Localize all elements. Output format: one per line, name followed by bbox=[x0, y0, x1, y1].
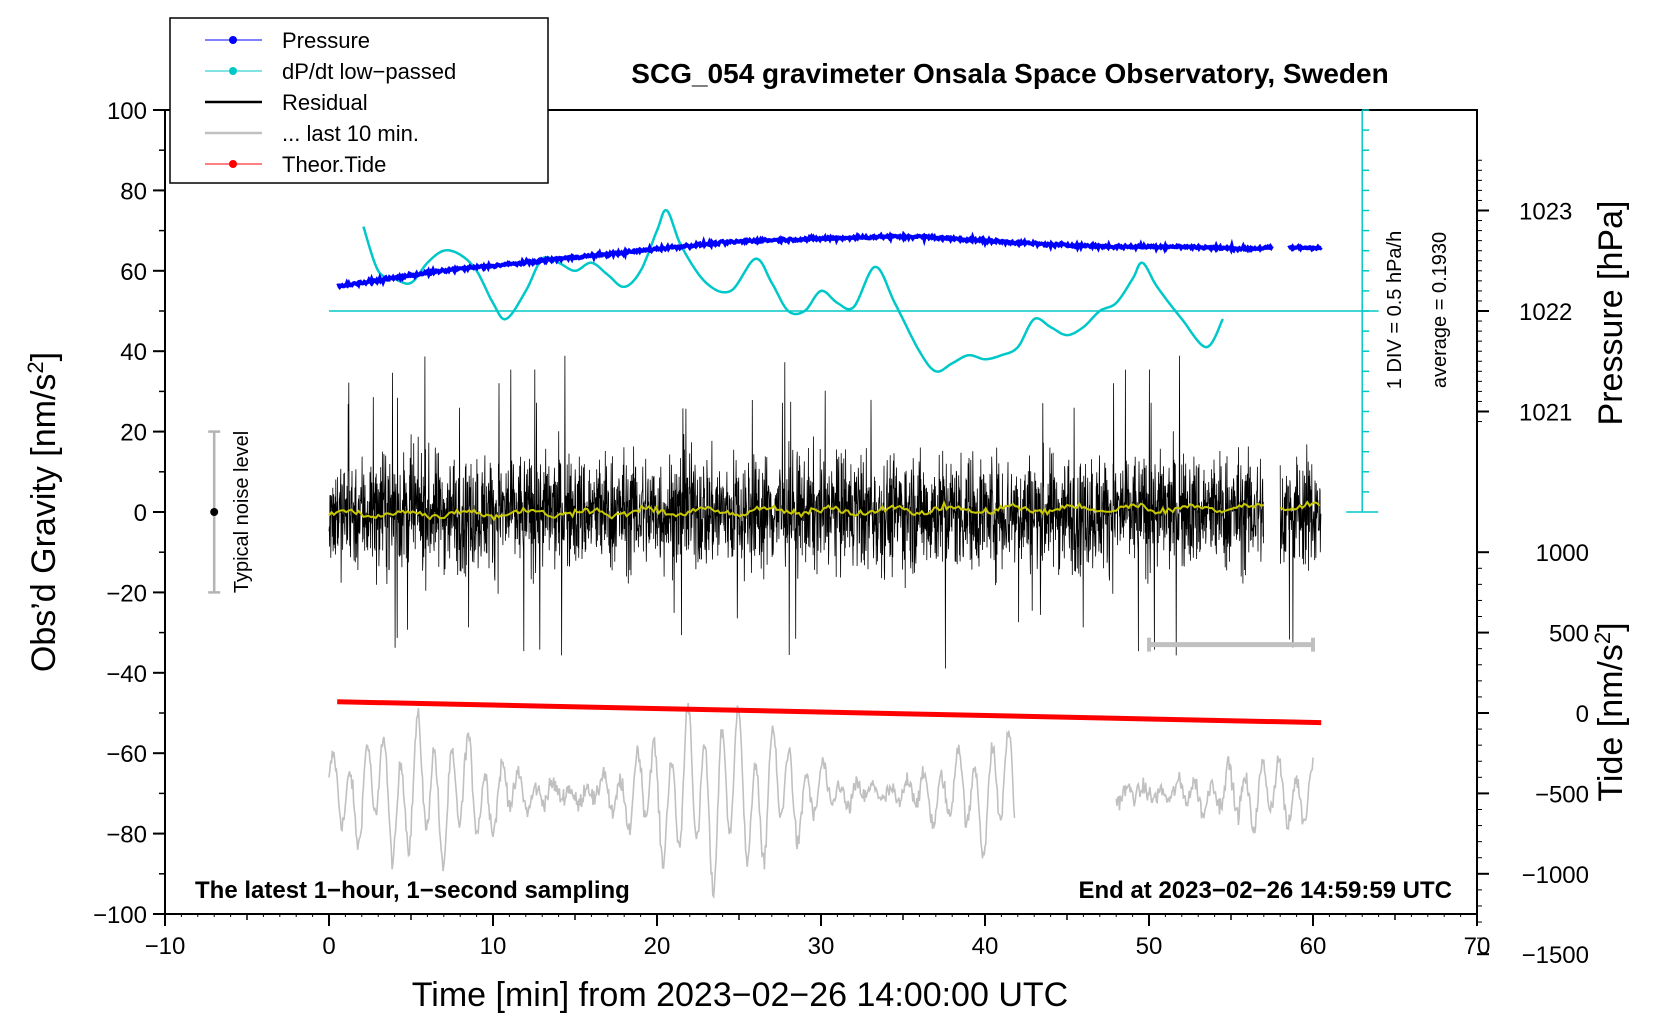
pressure-series bbox=[336, 230, 1323, 291]
legend-box bbox=[169, 17, 549, 184]
bottom-right-note: End at 2023−02−26 14:59:59 UTC bbox=[1078, 877, 1452, 904]
x-tick-label: −10 bbox=[145, 933, 186, 960]
pressure-tick-label: 1022 bbox=[1519, 299, 1572, 326]
y-tick-label: 20 bbox=[120, 420, 147, 447]
y-tick-label: −60 bbox=[106, 741, 147, 768]
last10-series bbox=[328, 703, 1314, 900]
legend-label: Theor.Tide bbox=[282, 152, 386, 177]
tide-line bbox=[337, 699, 1322, 726]
tide-tick-label: −1500 bbox=[1522, 942, 1589, 969]
residual-line bbox=[328, 355, 1264, 669]
chart-title: SCG_054 gravimeter Onsala Space Observat… bbox=[631, 58, 1388, 89]
average-note: average = 0.1930 bbox=[1429, 232, 1451, 388]
legend: Pressure dP/dt low−passed Residual ... last… bbox=[169, 17, 549, 184]
x-tick-label: 40 bbox=[972, 933, 999, 960]
x-axis-title: Time [min] from 2023−02−26 14:00:00 UTC bbox=[412, 976, 1068, 1014]
noise-bar-center-dot bbox=[210, 508, 219, 516]
legend-label: dP/dt low−passed bbox=[282, 59, 456, 84]
y-tick-label: 100 bbox=[107, 98, 147, 125]
y-axis-left: 100 80 60 40 20 0 −20 −40 −60 −80 −100 bbox=[93, 98, 165, 929]
x-tick-label: 0 bbox=[322, 933, 335, 960]
x-tick-label: 10 bbox=[480, 933, 507, 960]
legend-marker bbox=[229, 160, 237, 168]
y-tick-label: 80 bbox=[120, 178, 147, 205]
y-tick-label: −100 bbox=[93, 902, 147, 929]
dpdt-series bbox=[362, 208, 1224, 373]
residual-smooth-line bbox=[1279, 500, 1321, 512]
pressure-tick-label: 1023 bbox=[1519, 199, 1572, 226]
y-tick-label: 40 bbox=[120, 339, 147, 366]
x-tick-label: 30 bbox=[808, 933, 835, 960]
x-tick-label: 60 bbox=[1300, 933, 1327, 960]
dpdt-line bbox=[362, 208, 1224, 373]
residual-smooth-line bbox=[328, 499, 1265, 522]
pressure-line bbox=[336, 230, 1274, 291]
y-axis-pressure: 1023 1022 1021 bbox=[1477, 159, 1572, 427]
legend-marker bbox=[229, 67, 237, 75]
last10-line bbox=[1115, 755, 1314, 835]
x-tick-label: 20 bbox=[644, 933, 671, 960]
y-tick-label: −40 bbox=[106, 661, 147, 688]
last10-line bbox=[328, 703, 1016, 900]
x-tick-label: 50 bbox=[1136, 933, 1163, 960]
residual-line bbox=[1279, 444, 1322, 648]
tide-tick-label: 500 bbox=[1549, 621, 1589, 648]
y-tick-label: −20 bbox=[106, 580, 147, 607]
legend-label: Pressure bbox=[282, 28, 370, 53]
y-axis-left-title: Obs’d Gravity [nm/s2] bbox=[23, 352, 63, 672]
reference-bars bbox=[208, 109, 1379, 652]
tide-series bbox=[337, 699, 1322, 726]
tide-tick-label: 0 bbox=[1576, 701, 1589, 728]
tide-tick-label: 1000 bbox=[1536, 540, 1589, 567]
legend-label: Residual bbox=[282, 90, 368, 115]
y-axis-tide-title: Tide [nm/s2] bbox=[1590, 622, 1630, 801]
x-axis: −10 0 10 20 30 40 50 60 70 bbox=[145, 914, 1491, 960]
div-note: 1 DIV = 0.5 hPa/h bbox=[1384, 231, 1406, 389]
residual-series bbox=[328, 355, 1322, 669]
y-tick-label: −80 bbox=[106, 822, 147, 849]
legend-marker bbox=[229, 36, 237, 44]
noise-label: Typical noise level bbox=[231, 431, 253, 593]
tide-tick-label: −500 bbox=[1535, 781, 1589, 808]
y-axis-pressure-title: Pressure [hPa] bbox=[1592, 201, 1630, 426]
y-axis-tide: 1000 500 0 −500 −1000 −1500 bbox=[1477, 540, 1589, 969]
bottom-left-note: The latest 1−hour, 1−second sampling bbox=[195, 877, 630, 904]
pressure-line bbox=[1287, 243, 1323, 253]
y-tick-label: 60 bbox=[120, 259, 147, 286]
x-tick-label: 70 bbox=[1464, 933, 1491, 960]
y-tick-label: 0 bbox=[134, 500, 147, 527]
pressure-tick-label: 1021 bbox=[1519, 400, 1572, 427]
tide-tick-label: −1000 bbox=[1522, 862, 1589, 889]
legend-label: ... last 10 min. bbox=[282, 121, 419, 146]
